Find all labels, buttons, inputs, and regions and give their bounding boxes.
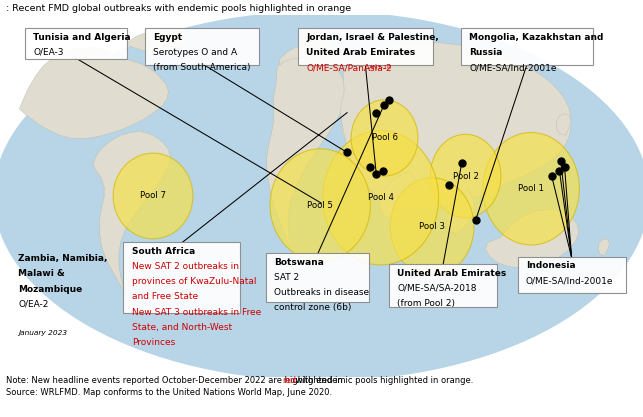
Text: Mongolia, Kazakhstan and: Mongolia, Kazakhstan and bbox=[469, 33, 604, 42]
Polygon shape bbox=[379, 171, 417, 219]
FancyBboxPatch shape bbox=[123, 242, 240, 313]
Text: O/ME-SA/PanAsia-2: O/ME-SA/PanAsia-2 bbox=[306, 63, 392, 72]
Polygon shape bbox=[598, 239, 610, 256]
Text: Indonesia: Indonesia bbox=[526, 261, 575, 270]
Ellipse shape bbox=[430, 134, 501, 218]
Polygon shape bbox=[267, 58, 346, 246]
Ellipse shape bbox=[390, 178, 474, 276]
Text: United Arab Emirates: United Arab Emirates bbox=[306, 48, 415, 57]
Text: Outbreaks in disease: Outbreaks in disease bbox=[274, 288, 369, 297]
Text: O/EA-2: O/EA-2 bbox=[18, 300, 48, 309]
Text: Source: WRLFMD. Map conforms to the United Nations World Map, June 2020.: Source: WRLFMD. Map conforms to the Unit… bbox=[6, 388, 332, 397]
FancyBboxPatch shape bbox=[518, 256, 626, 293]
Text: Zambia, Namibia,: Zambia, Namibia, bbox=[18, 254, 107, 263]
FancyBboxPatch shape bbox=[266, 253, 369, 302]
Text: Botswana: Botswana bbox=[274, 258, 324, 266]
Ellipse shape bbox=[0, 11, 643, 381]
Text: Russia: Russia bbox=[469, 48, 503, 57]
Text: SAT 2: SAT 2 bbox=[274, 273, 299, 282]
Text: New SAT 3 outbreaks in Free: New SAT 3 outbreaks in Free bbox=[132, 308, 261, 317]
Text: Pool 5: Pool 5 bbox=[307, 201, 333, 210]
Polygon shape bbox=[19, 47, 168, 139]
Text: United Arab Emirates: United Arab Emirates bbox=[397, 269, 507, 278]
Text: Mozambique: Mozambique bbox=[18, 284, 82, 294]
Text: provinces of KwaZulu-Natal: provinces of KwaZulu-Natal bbox=[132, 277, 257, 286]
Text: Pool 3: Pool 3 bbox=[419, 222, 445, 231]
Polygon shape bbox=[342, 116, 357, 142]
Text: O/ME-SA/Ind-2001e: O/ME-SA/Ind-2001e bbox=[469, 63, 557, 72]
Text: Egypt: Egypt bbox=[153, 33, 182, 42]
Polygon shape bbox=[556, 113, 571, 135]
Text: with endemic pools highlighted in orange.: with endemic pools highlighted in orange… bbox=[293, 376, 474, 385]
Text: January 2023: January 2023 bbox=[18, 330, 67, 336]
Text: (from Pool 2): (from Pool 2) bbox=[397, 299, 455, 308]
FancyBboxPatch shape bbox=[25, 28, 127, 59]
Ellipse shape bbox=[483, 133, 579, 245]
Polygon shape bbox=[485, 210, 579, 268]
Text: New SAT 2 outbreaks in: New SAT 2 outbreaks in bbox=[132, 262, 239, 271]
Text: Pool 4: Pool 4 bbox=[368, 193, 394, 202]
Polygon shape bbox=[280, 43, 349, 77]
Text: Note: New headline events reported October-December 2022 are highlighted in: Note: New headline events reported Octob… bbox=[6, 376, 346, 385]
Text: Pool 7: Pool 7 bbox=[140, 191, 166, 201]
FancyBboxPatch shape bbox=[389, 264, 497, 306]
Text: Tunisia and Algeria: Tunisia and Algeria bbox=[33, 33, 131, 42]
Text: red: red bbox=[282, 376, 296, 385]
Text: : Recent FMD global outbreaks with endemic pools highlighted in orange: : Recent FMD global outbreaks with endem… bbox=[6, 3, 352, 13]
Text: Malawi &: Malawi & bbox=[18, 269, 65, 278]
Text: Jordan, Israel & Palestine,: Jordan, Israel & Palestine, bbox=[306, 33, 439, 42]
Ellipse shape bbox=[270, 149, 370, 261]
Ellipse shape bbox=[113, 153, 193, 239]
Polygon shape bbox=[125, 30, 186, 52]
Ellipse shape bbox=[323, 131, 439, 265]
Text: O/EA-3: O/EA-3 bbox=[33, 48, 64, 57]
Text: ANT-10: ANT-10 bbox=[369, 65, 392, 70]
Text: Serotypes O and A: Serotypes O and A bbox=[153, 48, 237, 57]
Polygon shape bbox=[447, 189, 475, 233]
Text: control zone (6b): control zone (6b) bbox=[274, 304, 351, 312]
FancyBboxPatch shape bbox=[298, 28, 433, 65]
FancyBboxPatch shape bbox=[145, 28, 259, 65]
Polygon shape bbox=[93, 131, 170, 293]
Text: Pool 6: Pool 6 bbox=[372, 133, 397, 143]
Text: South Africa: South Africa bbox=[132, 247, 195, 256]
Text: Provinces: Provinces bbox=[132, 338, 175, 347]
Ellipse shape bbox=[351, 100, 418, 176]
Text: O/ME-SA/SA-2018: O/ME-SA/SA-2018 bbox=[397, 284, 477, 293]
Text: O/ME-SA/Ind-2001e: O/ME-SA/Ind-2001e bbox=[526, 276, 613, 286]
Text: State, and North-West: State, and North-West bbox=[132, 323, 232, 332]
Text: Pool 2: Pool 2 bbox=[453, 171, 478, 181]
Text: and Free State: and Free State bbox=[132, 292, 198, 301]
Text: (from South America): (from South America) bbox=[153, 63, 251, 72]
Polygon shape bbox=[301, 31, 329, 48]
FancyBboxPatch shape bbox=[461, 28, 593, 65]
Text: Pool 1: Pool 1 bbox=[518, 184, 544, 193]
Polygon shape bbox=[341, 42, 571, 208]
